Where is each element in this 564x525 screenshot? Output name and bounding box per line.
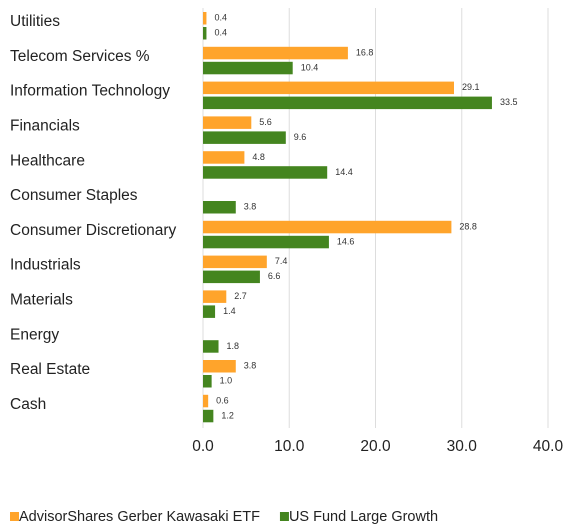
x-tick-label: 40.0: [533, 438, 564, 455]
value-label: 1.8: [227, 341, 240, 351]
value-label: 6.6: [268, 271, 281, 281]
bar: [203, 61, 293, 75]
category-label: Consumer Discretionary: [10, 222, 176, 239]
category-label: Utilities: [10, 13, 60, 30]
bar: [203, 255, 267, 269]
value-label: 10.4: [301, 62, 319, 72]
value-label: 7.4: [275, 256, 288, 266]
bar: [203, 166, 328, 179]
value-label: 1.4: [223, 306, 236, 316]
value-label: 3.8: [244, 202, 257, 212]
category-label: Real Estate: [10, 361, 90, 378]
category-label: Energy: [10, 326, 59, 343]
value-label: 0.4: [214, 28, 227, 38]
bar: [203, 96, 492, 110]
x-tick-label: 20.0: [360, 438, 391, 455]
value-label: 5.6: [259, 117, 272, 127]
x-tick-label: 30.0: [447, 438, 478, 455]
category-label: Cash: [10, 396, 46, 413]
bar: [203, 360, 236, 373]
category-label: Consumer Staples: [10, 187, 138, 204]
value-label: 9.6: [294, 132, 307, 142]
bar: [203, 409, 214, 423]
value-label: 1.0: [220, 376, 233, 386]
value-label: 16.8: [356, 47, 374, 57]
x-tick-label: 10.0: [274, 438, 305, 455]
category-label: Information Technology: [10, 83, 170, 100]
bar: [203, 220, 452, 234]
bar: [203, 394, 209, 408]
value-label: 0.4: [214, 13, 227, 23]
category-label: Financials: [10, 117, 80, 134]
value-label: 4.8: [252, 152, 265, 162]
bar: [203, 290, 227, 303]
bar: [203, 201, 236, 214]
value-label: 14.6: [337, 236, 355, 246]
legend-swatch: [279, 512, 289, 521]
value-label: 29.1: [462, 82, 480, 92]
bar: [203, 27, 207, 40]
legend-label: AdvisorShares Gerber Kawasaki ETF: [19, 509, 260, 525]
bar: [203, 235, 329, 249]
value-label: 3.8: [244, 361, 257, 371]
bar: [203, 375, 212, 388]
bar: [203, 270, 260, 284]
legend-label: US Fund Large Growth: [289, 509, 438, 525]
bar: [203, 305, 216, 318]
bar: [203, 151, 245, 164]
category-label: Telecom Services %: [10, 48, 150, 65]
value-label: 1.2: [221, 410, 234, 420]
category-label: Industrials: [10, 257, 81, 274]
value-label: 0.6: [216, 395, 229, 405]
value-label: 2.7: [234, 291, 247, 301]
bar: [203, 12, 207, 25]
bar: [203, 81, 454, 95]
x-tick-label: 0.0: [192, 438, 214, 455]
value-label: 33.5: [500, 97, 518, 107]
category-label: Healthcare: [10, 152, 85, 169]
category-label: Materials: [10, 291, 73, 308]
bar: [203, 340, 219, 353]
bar: [203, 116, 252, 129]
value-label: 14.4: [335, 167, 353, 177]
value-label: 28.8: [459, 221, 477, 231]
bar: [203, 46, 348, 60]
legend-swatch: [10, 512, 19, 521]
bar: [203, 131, 286, 144]
